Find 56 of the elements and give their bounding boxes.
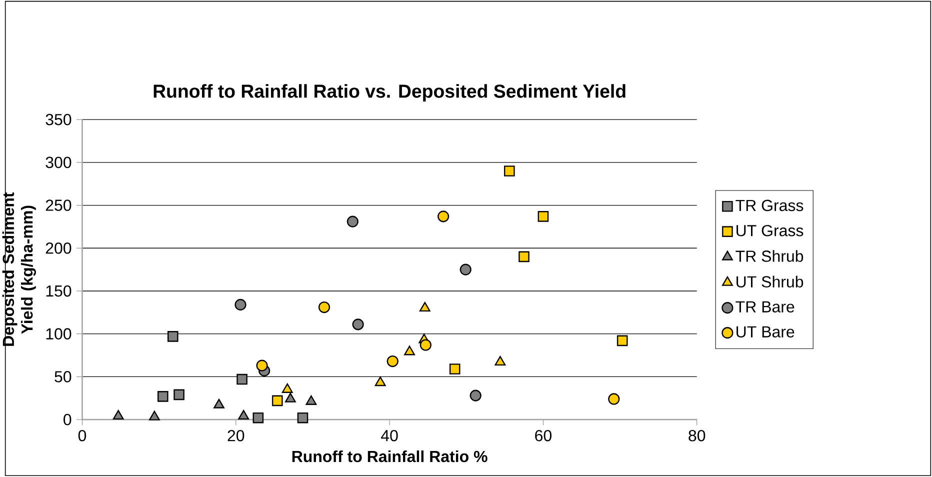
- legend-label: UT Bare: [736, 326, 794, 338]
- legend-label: UT Grass: [736, 224, 804, 236]
- x-tick-label: 0: [78, 430, 86, 442]
- y-tick-label: 50: [54, 371, 72, 382]
- point: [272, 395, 283, 406]
- point: [157, 391, 168, 402]
- point: [608, 393, 620, 405]
- point: [174, 389, 184, 400]
- x-tick-label: 60: [535, 430, 552, 442]
- point: [252, 412, 264, 424]
- point: [148, 410, 160, 420]
- y-tick-label: 200: [46, 242, 72, 254]
- legend-label: TR Bare: [736, 301, 794, 312]
- y-axis-title: Deposited Sediment Yield (kg/ha-mm): [2, 192, 36, 346]
- point: [438, 210, 450, 222]
- point: [518, 251, 530, 262]
- point: [297, 412, 308, 424]
- point: [112, 410, 124, 420]
- point: [352, 318, 364, 330]
- point: [374, 376, 386, 386]
- y-tick-label: 250: [46, 200, 72, 211]
- point: [284, 392, 296, 402]
- y-tick-label: 0: [64, 414, 72, 426]
- point: [494, 356, 506, 366]
- chart-title: Runoff to Rainfall Ratio vs. Deposited Sediment Yield: [154, 84, 626, 102]
- point: [386, 355, 398, 368]
- x-tick-label: 40: [381, 430, 398, 442]
- point: [470, 390, 482, 402]
- point: [346, 216, 358, 228]
- x-tick-label: 20: [228, 430, 244, 442]
- y-tick-label: 100: [46, 328, 72, 340]
- legend-label: TR Shrub: [736, 250, 804, 262]
- point: [256, 360, 268, 372]
- legend-label: UT Shrub: [736, 276, 804, 288]
- x-tick-label: 80: [688, 430, 706, 442]
- point: [306, 395, 317, 405]
- point: [538, 211, 549, 222]
- x-axis-title: Runoff to Rainfall Ratio %: [292, 450, 488, 462]
- point: [420, 339, 432, 351]
- point: [449, 364, 460, 374]
- point: [167, 331, 178, 342]
- point: [504, 166, 515, 176]
- y-tick-label: 300: [46, 156, 72, 168]
- y-tick-label: 350: [46, 114, 72, 126]
- point: [318, 301, 330, 314]
- point: [404, 346, 415, 356]
- point: [234, 298, 246, 310]
- point: [460, 264, 472, 276]
- y-tick-label: 150: [46, 285, 72, 297]
- point: [282, 383, 293, 393]
- point: [616, 335, 628, 346]
- point: [419, 302, 430, 312]
- point: [238, 410, 250, 420]
- point: [214, 398, 224, 408]
- legend-label: TR Grass: [736, 200, 804, 212]
- point: [236, 374, 248, 385]
